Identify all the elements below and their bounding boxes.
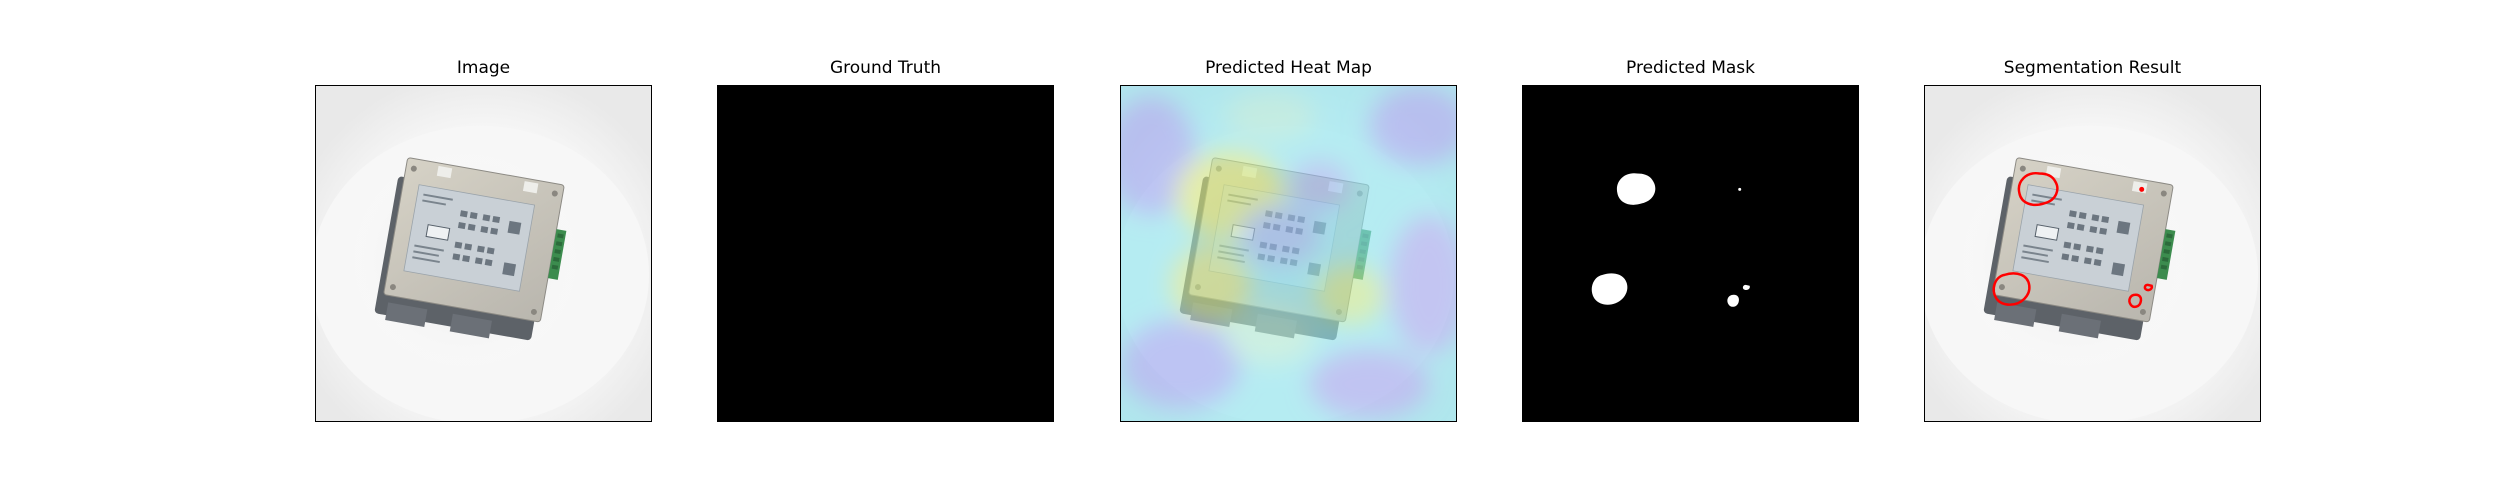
contour-small-right — [2128, 293, 2143, 309]
contour-lower-left — [1992, 272, 2031, 306]
panel-title-segmentation-result: Segmentation Result — [2003, 58, 2182, 78]
predicted-heat-map — [1120, 85, 1457, 422]
contour-upper-left — [2017, 172, 2059, 207]
panel-title-image: Image — [456, 58, 511, 78]
panel-title-ground-truth: Ground Truth — [829, 58, 942, 78]
panel-title-predicted-mask: Predicted Mask — [1626, 58, 1755, 78]
contour-tiny-right — [2143, 283, 2154, 292]
mask-blob-tiny-right — [1742, 284, 1750, 291]
ground-truth-mask — [717, 85, 1054, 422]
panel-title-heat-map: Predicted Heat Map — [1205, 58, 1372, 78]
mask-blob-lower-left — [1591, 273, 1628, 305]
mask-blob-small-right — [1727, 294, 1739, 307]
segmentation-result — [1924, 85, 2261, 422]
heatmap-panel: Predicted Heat Map — [1120, 0, 1457, 500]
mask-blob-upper-left — [1616, 173, 1656, 205]
predicted-mask — [1522, 85, 1859, 422]
segmentation-result-panel: Segmentation Result — [1924, 0, 2261, 500]
image-panel: Image — [315, 0, 652, 500]
predicted-mask-panel: Predicted Mask — [1522, 0, 1859, 500]
mask-speck — [1738, 187, 1742, 191]
input-image — [315, 85, 652, 422]
contour-speck — [2139, 186, 2145, 192]
ground-truth-panel: Ground Truth — [717, 0, 1054, 500]
